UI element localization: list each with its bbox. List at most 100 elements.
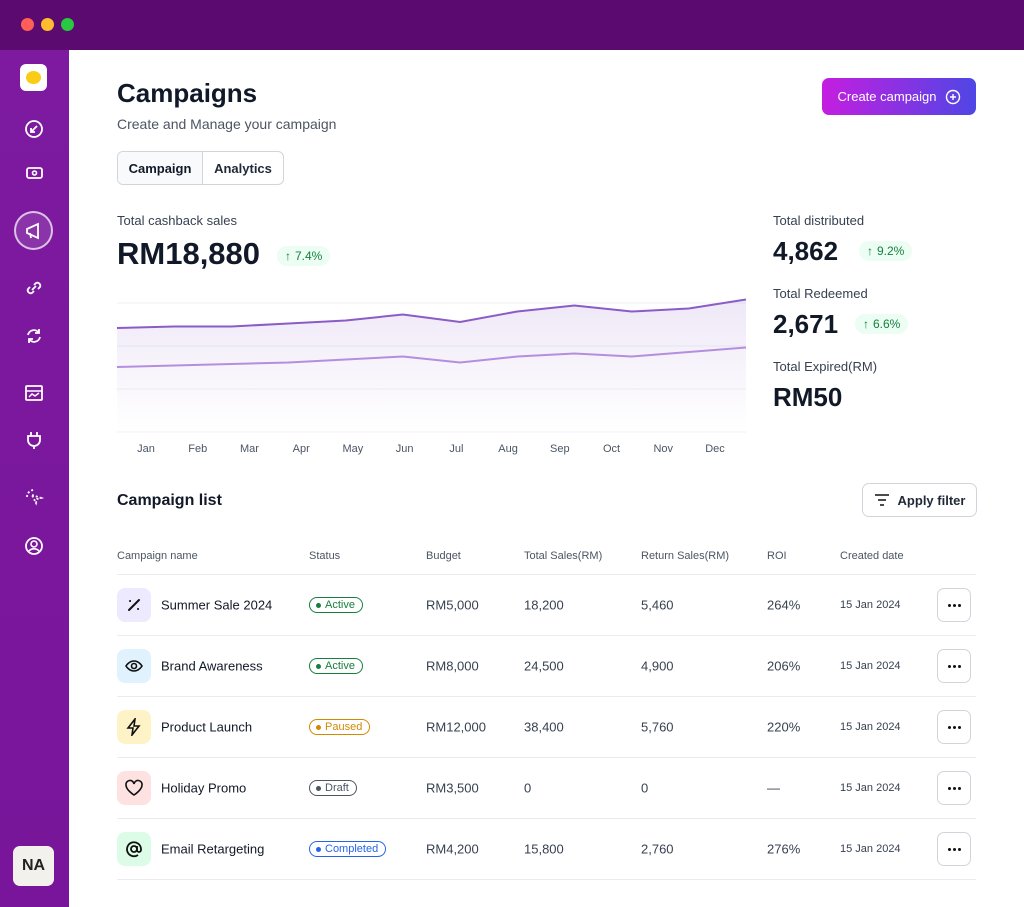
maximize-button[interactable]	[61, 18, 74, 31]
table-cell: 15 Jan 2024	[840, 721, 901, 733]
x-tick-label: Mar	[240, 443, 259, 455]
status-label: Active	[325, 599, 355, 611]
row-menu-button[interactable]	[937, 771, 971, 805]
divider	[117, 757, 976, 758]
campaign-name: Email Retargeting	[161, 841, 265, 857]
stat-value: RM18,880	[117, 236, 261, 271]
x-tick-label: May	[343, 443, 364, 455]
change-badge: ↑ 9.2%	[859, 241, 913, 261]
nav-icon[interactable]	[24, 536, 44, 556]
close-button[interactable]	[21, 18, 34, 31]
column-header: Created date	[840, 550, 904, 562]
change-badge: ↑ 6.6%	[855, 314, 909, 334]
campaign-name: Brand Awareness	[161, 658, 263, 674]
column-header: Campaign name	[117, 550, 198, 562]
x-tick-label: Dec	[705, 443, 725, 455]
nav-icon[interactable]	[24, 278, 44, 298]
nav-icon[interactable]	[24, 487, 44, 507]
nav-icon[interactable]	[24, 383, 44, 403]
status-badge: Completed	[309, 841, 387, 857]
area	[117, 299, 746, 430]
table-cell: RM12,000	[426, 719, 486, 735]
stat-value: 2,671	[773, 309, 839, 339]
create-campaign-button[interactable]: Create campaign	[822, 78, 976, 115]
stat-label: Total Redeemed	[773, 286, 868, 301]
row-menu-button[interactable]	[937, 649, 971, 683]
stat-label: Total cashback sales	[117, 213, 237, 228]
status-label: Active	[325, 660, 355, 672]
campaign-name: Holiday Promo	[161, 780, 247, 796]
table-cell: RM3,500	[426, 780, 479, 796]
nav-active[interactable]	[14, 211, 53, 250]
table-cell: 5,460	[641, 597, 674, 613]
status-label: Paused	[325, 721, 363, 733]
status-badge: Active	[309, 658, 363, 674]
table-cell: 38,400	[524, 719, 564, 735]
table-cell: 0	[524, 780, 532, 796]
status-badge: Paused	[309, 719, 371, 735]
campaign-icon	[117, 771, 151, 805]
table-cell: 4,900	[641, 658, 674, 674]
logo[interactable]	[20, 64, 47, 91]
tabs: Campaign Analytics	[117, 151, 284, 185]
nav-icon[interactable]	[24, 430, 44, 450]
campaign-name: Summer Sale 2024	[161, 597, 273, 613]
table-cell: 0	[641, 780, 649, 796]
x-tick-label: Aug	[498, 443, 518, 455]
table-cell: 5,760	[641, 719, 674, 735]
stat-value: RM50	[773, 382, 843, 412]
stat-label: Total distributed	[773, 213, 865, 228]
button-label: Create campaign	[837, 89, 937, 104]
divider	[117, 696, 976, 697]
main-panel	[69, 50, 1024, 907]
x-tick-label: Jul	[449, 443, 463, 455]
tab[interactable]: Campaign	[118, 152, 203, 184]
table-cell: RM5,000	[426, 597, 479, 613]
sidebar: NA	[0, 50, 69, 907]
button-label: Apply filter	[897, 492, 966, 508]
table-cell: 2,760	[641, 841, 674, 857]
x-tick-label: Jun	[396, 443, 414, 455]
table-cell: 220%	[767, 719, 801, 735]
minimize-button[interactable]	[41, 18, 54, 31]
status-label: Draft	[325, 782, 349, 794]
table-cell: 18,200	[524, 597, 564, 613]
nav-icon[interactable]	[24, 119, 44, 139]
campaign-icon	[117, 649, 151, 683]
status-badge: Draft	[309, 780, 357, 796]
row-menu-button[interactable]	[937, 710, 971, 744]
x-tick-label: Nov	[653, 443, 673, 455]
table-cell: 15,800	[524, 841, 564, 857]
campaign-icon	[117, 832, 151, 866]
nav-icon[interactable]	[24, 163, 44, 183]
x-tick-label: Jan	[137, 443, 155, 455]
status-label: Completed	[325, 843, 379, 855]
x-tick-label: Oct	[603, 443, 620, 455]
campaign-icon	[117, 588, 151, 622]
x-tick-label: Feb	[188, 443, 207, 455]
column-header: Return Sales(RM)	[641, 550, 730, 562]
divider	[117, 879, 976, 880]
tab[interactable]: Analytics	[214, 160, 272, 176]
page-subtitle: Create and Manage your campaign	[117, 116, 337, 132]
change-badge: ↑ 7.4%	[277, 246, 331, 266]
title-bar	[0, 0, 1024, 50]
row-menu-button[interactable]	[937, 832, 971, 866]
campaign-icon	[117, 710, 151, 744]
stat-label: Total Expired(RM)	[773, 359, 878, 374]
user-avatar[interactable]: NA	[13, 846, 54, 886]
table-cell: 206%	[767, 658, 801, 674]
column-header: Total Sales(RM)	[524, 550, 603, 562]
apply-filter-button[interactable]: Apply filter	[862, 483, 977, 517]
stat-value: 4,862	[773, 236, 839, 266]
nav-icon[interactable]	[24, 326, 44, 346]
sales-chart: Jan Feb Mar Apr May Jun Jul Aug Sep Oct Nov Dec	[116, 298, 747, 455]
row-menu-button[interactable]	[937, 588, 971, 622]
column-header: ROI	[767, 550, 787, 562]
section-title: Campaign list	[117, 492, 222, 509]
divider	[117, 818, 976, 819]
table-cell: 15 Jan 2024	[840, 843, 901, 855]
table-cell: 276%	[767, 841, 801, 857]
table-cell: —	[767, 780, 780, 796]
